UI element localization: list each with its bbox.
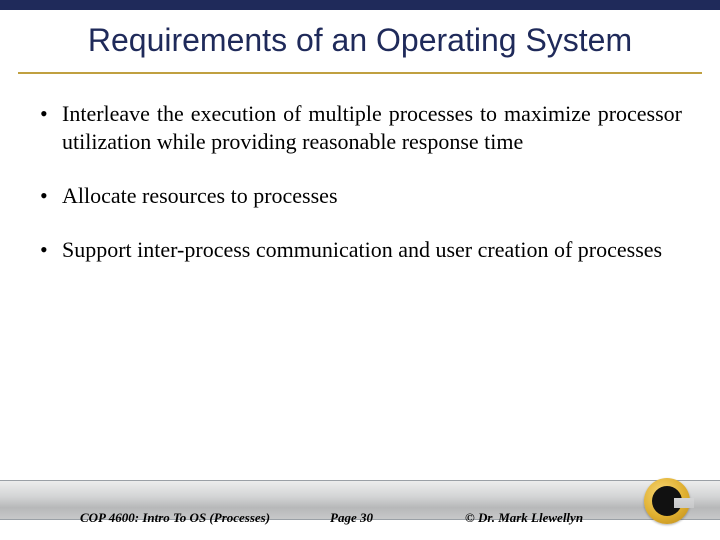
bullet-text: Support inter-process communication and … [62, 236, 682, 264]
footer-page: Page 30 [330, 510, 373, 526]
bullet-item: • Interleave the execution of multiple p… [40, 100, 682, 156]
footer-course: COP 4600: Intro To OS (Processes) [80, 510, 270, 526]
bullet-text: Allocate resources to processes [62, 182, 682, 210]
ucf-logo-icon [644, 478, 690, 524]
bullet-dot-icon: • [40, 236, 62, 264]
top-bar [0, 0, 720, 10]
slide: Requirements of an Operating System • In… [0, 0, 720, 540]
footer-author: © Dr. Mark Llewellyn [465, 510, 583, 526]
bullet-text: Interleave the execution of multiple pro… [62, 100, 682, 156]
bullet-dot-icon: • [40, 100, 62, 156]
bullet-item: • Allocate resources to processes [40, 182, 682, 210]
bullet-dot-icon: • [40, 182, 62, 210]
content-area: • Interleave the execution of multiple p… [40, 100, 682, 290]
bullet-item: • Support inter-process communication an… [40, 236, 682, 264]
slide-title: Requirements of an Operating System [0, 22, 720, 59]
title-underline [18, 72, 702, 74]
